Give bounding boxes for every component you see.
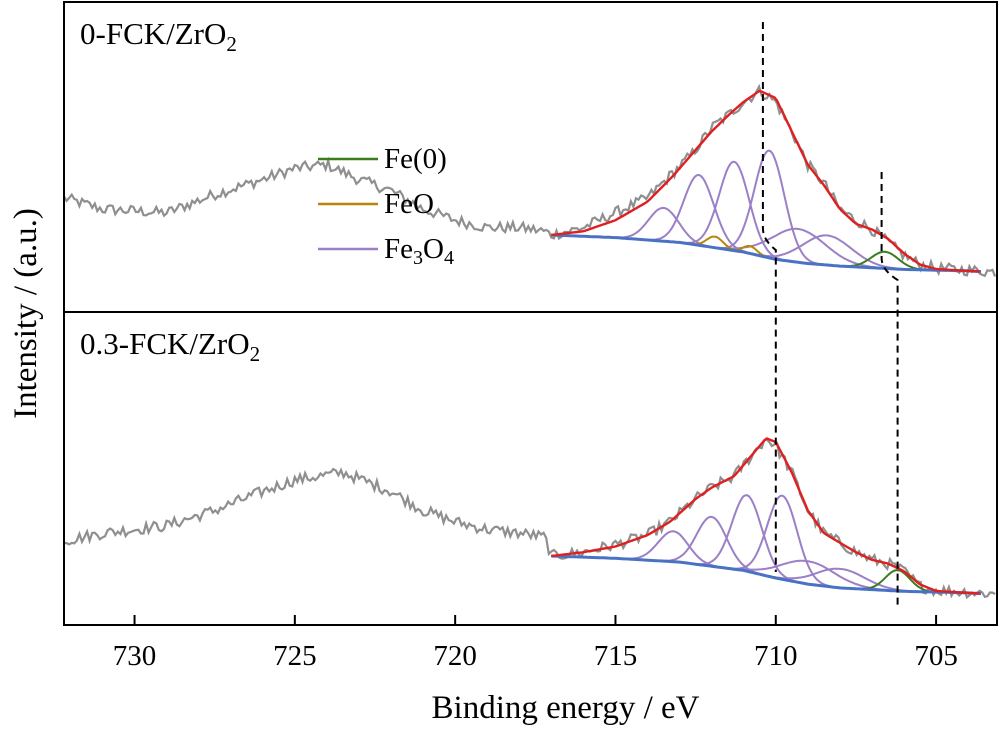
fit-envelope-line: [551, 437, 980, 595]
legend-entry-label: Fe3O4: [384, 233, 454, 269]
x-axis-title: Binding energy / eV: [432, 690, 700, 726]
plot-frame: [63, 1, 998, 626]
panel-labels: 0-FCK/ZrO2 0.3-FCK/ZrO2: [80, 16, 260, 366]
panel-label: 0.3-FCK/ZrO2: [80, 326, 260, 366]
x-axis-ticks: 730 725 720 715 710 705: [113, 615, 958, 672]
panel-bottom: [63, 437, 996, 600]
x-tick-label: 705: [914, 640, 958, 672]
panel-top: [63, 83, 997, 278]
legend-entry-label: FeO: [384, 188, 434, 220]
raw-spectrum-trace: [63, 438, 996, 600]
x-tick-label: 715: [594, 640, 638, 672]
x-tick-label: 710: [754, 640, 798, 672]
dashed-guides: [761, 22, 899, 605]
peak-fe3o4-component: [551, 494, 982, 595]
raw-spectrum-trace: [63, 83, 997, 278]
y-axis-title: Intensity / (a.u.): [8, 208, 44, 419]
legend: Fe(0) FeO Fe3O4: [318, 143, 454, 269]
panel-label: 0-FCK/ZrO2: [80, 16, 237, 56]
dashed-peak-guide: [761, 22, 777, 572]
peak-fe3o4-component: [551, 227, 982, 273]
x-tick-label: 725: [273, 640, 317, 672]
background-line: [551, 554, 982, 596]
x-tick-label: 720: [433, 640, 477, 672]
legend-entry-label: Fe(0): [384, 143, 447, 175]
background-line: [551, 233, 982, 274]
dashed-peak-guide: [880, 172, 899, 605]
peak-fe3o4-component: [551, 149, 982, 273]
x-tick-label: 730: [113, 640, 157, 672]
fit-envelope-line: [551, 89, 980, 273]
